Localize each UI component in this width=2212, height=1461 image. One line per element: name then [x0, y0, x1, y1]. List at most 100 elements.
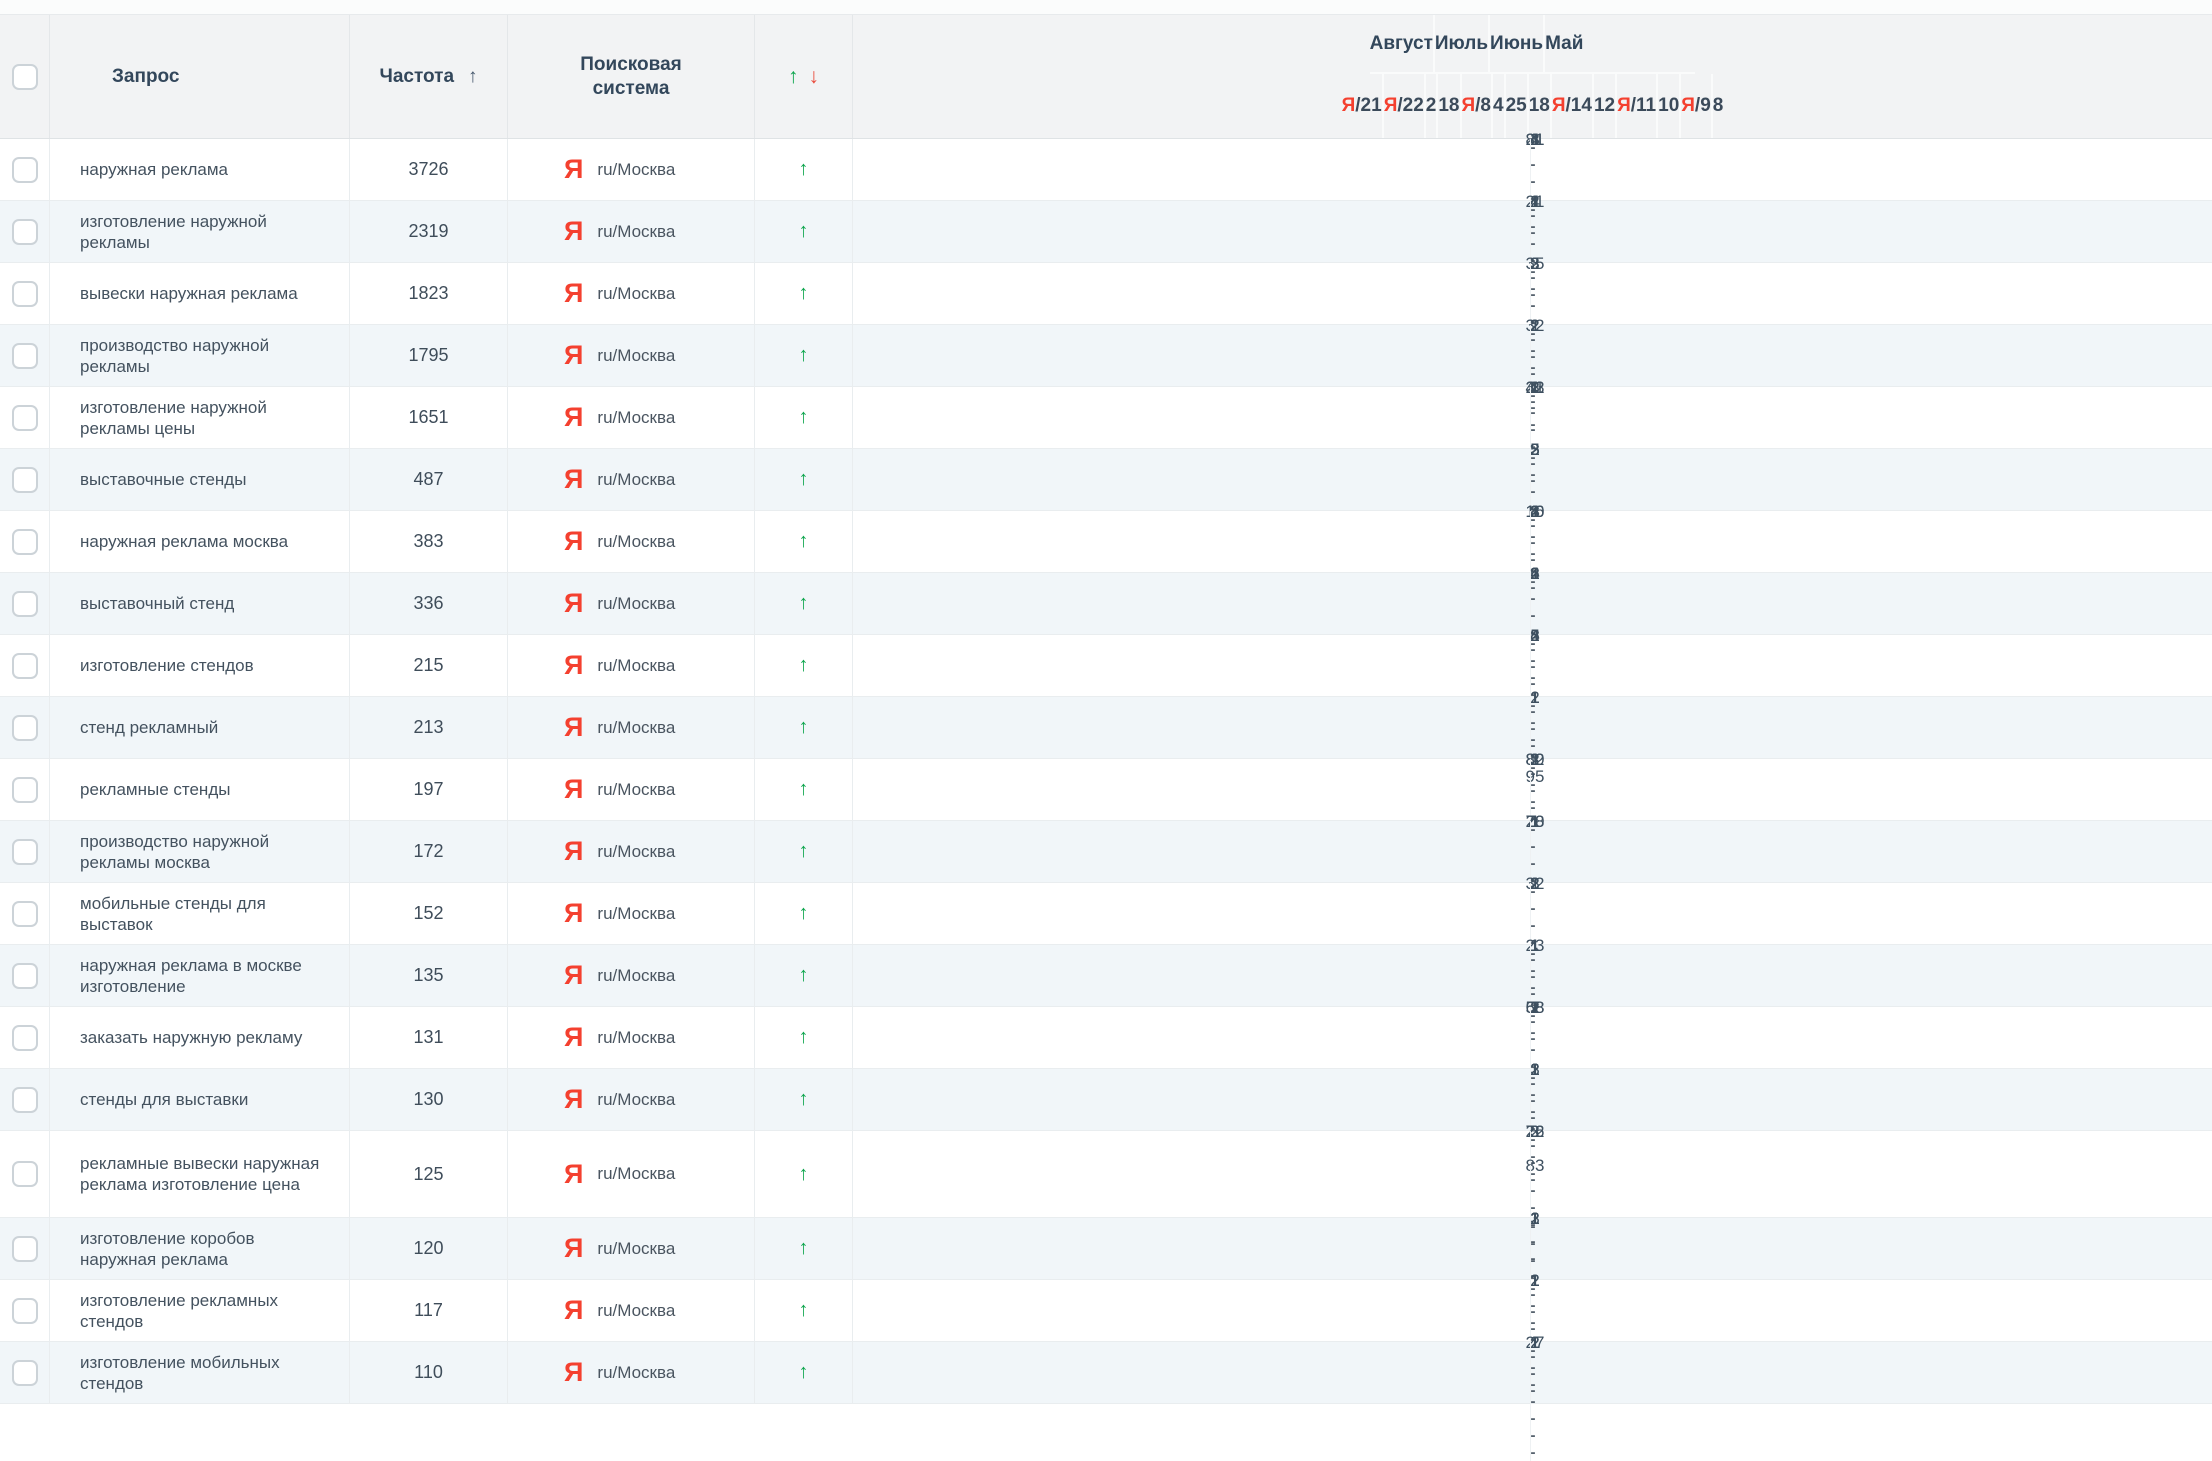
date-header[interactable]: Я/21: [1341, 74, 1382, 138]
row-checkbox[interactable]: [11, 342, 38, 369]
row-checkbox[interactable]: [11, 1024, 38, 1051]
trend-down-sort-icon[interactable]: ↓: [808, 64, 820, 88]
row-checkbox[interactable]: [11, 404, 38, 431]
row-checkbox[interactable]: [11, 900, 38, 927]
row-checkbox[interactable]: [11, 528, 38, 555]
no-data-dash: -: [1530, 1267, 1536, 1284]
query-label: вывески наружная реклама: [80, 284, 298, 303]
position-cell: -: [1529, 1182, 1536, 1199]
date-header[interactable]: Я/22: [1381, 74, 1424, 138]
frequency-cell: 117: [350, 1280, 508, 1341]
no-data-dash: -: [1530, 1250, 1536, 1267]
no-data-dash: -: [1530, 1218, 1536, 1235]
frequency-value: 172: [413, 841, 444, 861]
frequency-sort-icon[interactable]: ↑: [468, 65, 478, 87]
row-checkbox[interactable]: [11, 590, 38, 617]
no-data-dash: -: [1530, 190, 1536, 207]
position-cell: -: [1529, 1103, 1536, 1120]
row-checkbox[interactable]: [11, 714, 38, 741]
date-header[interactable]: Я/11: [1615, 74, 1657, 138]
trend-cell: ↑: [755, 201, 853, 262]
frequency-cell: 3726: [350, 139, 508, 200]
date-header[interactable]: Я/14: [1549, 74, 1592, 138]
column-header-search-engine[interactable]: Поисковая система: [508, 15, 755, 138]
date-label: /9: [1694, 95, 1711, 116]
date-header[interactable]: 10: [1656, 74, 1680, 138]
yandex-icon: Я: [564, 774, 584, 804]
row-checkbox[interactable]: [11, 1297, 38, 1324]
row-checkbox[interactable]: [11, 652, 38, 679]
yandex-icon: Я: [564, 712, 584, 742]
date-header[interactable]: 25: [1503, 74, 1527, 138]
query-label: производство наружной рекламы: [80, 335, 270, 376]
position-cell: -: [1529, 404, 1536, 421]
row-checkbox[interactable]: [11, 156, 38, 183]
yandex-icon: Я: [564, 588, 584, 618]
no-data-dash: -: [1530, 945, 1536, 962]
query-cell: производство наружной рекламы: [50, 325, 350, 386]
position-cell: -: [1529, 1069, 1536, 1086]
row-checkbox[interactable]: [11, 776, 38, 803]
no-data-dash: -: [1530, 1235, 1536, 1252]
row-checkbox[interactable]: [11, 1086, 38, 1113]
position-cell: -: [1529, 280, 1536, 297]
positions-cells: 1 7 1 2 2 68 58- - - - - - -: [1525, 998, 1545, 1126]
select-all-checkbox[interactable]: [11, 63, 38, 90]
trend-up-icon: ↑: [798, 592, 809, 614]
trend-up-sort-icon[interactable]: ↑: [788, 64, 799, 88]
row-checkbox[interactable]: [11, 1359, 38, 1386]
date-header[interactable]: 8: [1710, 74, 1724, 138]
no-data-dash: -: [1530, 1103, 1536, 1120]
date-header[interactable]: 4: [1491, 74, 1504, 138]
date-header[interactable]: Я/9: [1679, 74, 1711, 138]
no-data-dash: -: [1530, 1286, 1536, 1303]
row-checkbox[interactable]: [11, 838, 38, 865]
column-header-query[interactable]: Запрос: [50, 15, 350, 138]
position-cell: -: [1529, 945, 1536, 962]
date-header[interactable]: 18: [1526, 74, 1550, 138]
position-cell: -: [1529, 1280, 1536, 1297]
row-checkbox[interactable]: [11, 466, 38, 493]
date-header[interactable]: 12: [1591, 74, 1616, 138]
query-label: стенд рекламный: [80, 718, 219, 737]
trend-up-icon: ↑: [798, 406, 809, 428]
position-cell: -: [1529, 872, 1536, 889]
query-header-label: Запрос: [112, 65, 180, 87]
position-cell: -: [1529, 1427, 1536, 1444]
query-cell: производство наружной рекламы москва: [50, 821, 350, 882]
frequency-cell: 1823: [350, 263, 508, 324]
no-data-dash: -: [1530, 1269, 1536, 1286]
positions-cells: 1 2 2 1 1 2 27- - - - - - -: [1525, 1333, 1545, 1461]
position-cell: -: [1529, 883, 1536, 900]
yandex-date-icon: Я: [1551, 95, 1566, 116]
month-label: Август: [1369, 32, 1433, 54]
column-header-trend[interactable]: ↑ ↓: [755, 15, 853, 138]
no-data-dash: -: [1530, 1303, 1536, 1320]
engine-label: ru/Москва: [597, 1164, 676, 1183]
date-header[interactable]: 2: [1423, 74, 1437, 138]
no-data-dash: -: [1530, 1342, 1536, 1359]
row-checkbox[interactable]: [11, 1235, 38, 1262]
no-data-dash: -: [1530, 325, 1536, 342]
trend-cell: ↑: [755, 511, 853, 572]
row-checkbox[interactable]: [11, 1161, 38, 1187]
row-checkbox[interactable]: [11, 962, 38, 989]
column-header-frequency[interactable]: Частота ↑: [350, 15, 508, 138]
date-header[interactable]: 18: [1436, 74, 1460, 138]
row-checkbox[interactable]: [11, 280, 38, 307]
row-checkbox-cell: [0, 945, 50, 1006]
query-label: изготовление мобильных стендов: [80, 1352, 280, 1393]
date-header[interactable]: Я/8: [1459, 74, 1492, 138]
no-data-dash: -: [1530, 652, 1536, 669]
row-checkbox[interactable]: [11, 218, 38, 245]
frequency-cell: 135: [350, 945, 508, 1006]
engine-label: ru/Москва: [597, 903, 676, 923]
query-label: наружная реклама москва: [80, 532, 289, 551]
table-row: производство наружной рекламы москва 172 Я…: [0, 812, 2212, 889]
